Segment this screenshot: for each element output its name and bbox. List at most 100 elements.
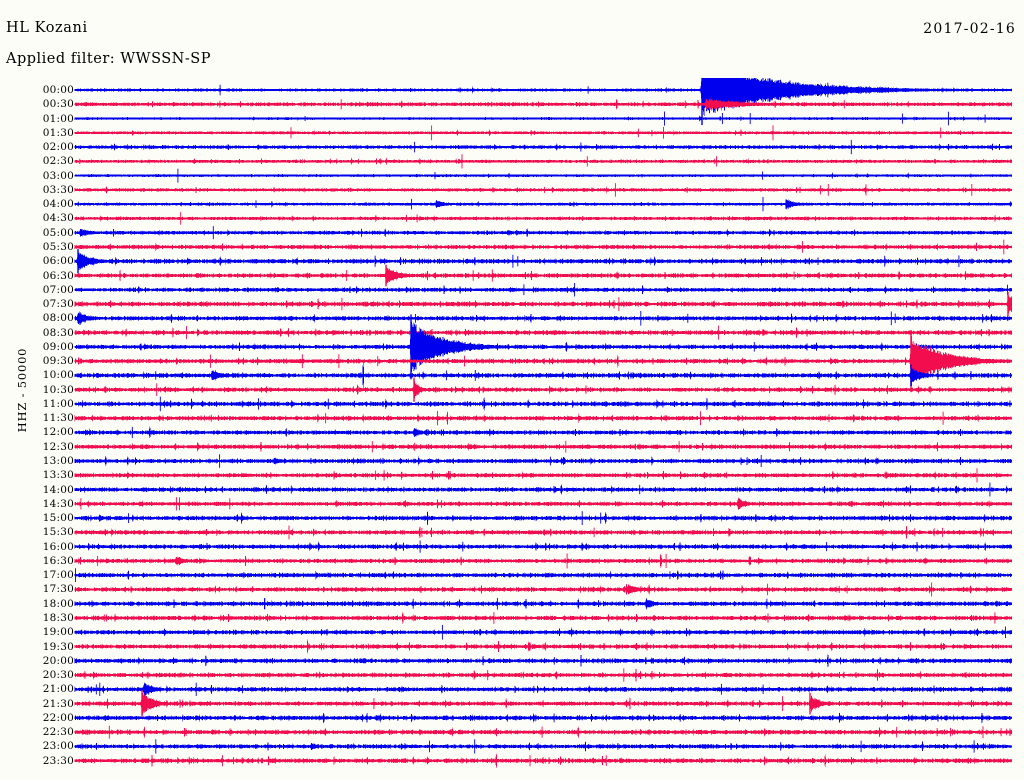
time-label-2230: 22:30	[42, 726, 74, 739]
time-label-0530: 05:30	[42, 240, 74, 253]
time-label-0300: 03:00	[42, 169, 74, 182]
time-label-1200: 12:00	[42, 426, 74, 439]
time-label-1700: 17:00	[42, 569, 74, 582]
trace-row-1230	[74, 441, 1012, 452]
time-label-2330: 23:30	[42, 754, 74, 767]
trace-row-0700	[74, 285, 1012, 295]
trace-row-1400	[74, 483, 1012, 496]
time-label-1500: 15:00	[42, 512, 74, 525]
record-date: 2017-02-16	[923, 21, 1016, 37]
time-label-0430: 04:30	[42, 212, 74, 225]
time-label-1130: 11:30	[42, 412, 74, 425]
trace-row-0500	[74, 228, 1012, 237]
trace-row-1430	[74, 497, 1012, 511]
trace-row-0000	[74, 78, 1012, 116]
time-label-0230: 02:30	[42, 155, 74, 168]
trace-row-0600	[74, 251, 1012, 271]
time-label-2030: 20:30	[42, 669, 74, 682]
trace-row-0730	[74, 294, 1012, 314]
time-label-2200: 22:00	[42, 711, 74, 724]
time-label-2300: 23:00	[42, 740, 74, 753]
trace-row-1900	[74, 627, 1012, 637]
trace-row-2330	[74, 753, 1012, 769]
trace-row-1730	[74, 584, 1012, 595]
trace-row-0330	[74, 186, 1012, 194]
trace-row-0230	[74, 157, 1012, 166]
time-label-0100: 01:00	[42, 112, 74, 125]
time-label-1530: 15:30	[42, 526, 74, 539]
time-label-1430: 14:30	[42, 497, 74, 510]
trace-row-0930	[74, 336, 1012, 387]
trace-row-0800	[74, 311, 1012, 326]
trace-row-2030	[74, 668, 1012, 682]
time-label-0200: 02:00	[42, 141, 74, 154]
time-label-0700: 07:00	[42, 283, 74, 296]
trace-row-1530	[74, 526, 1012, 539]
time-label-1030: 10:30	[42, 383, 74, 396]
time-label-0330: 03:30	[42, 183, 74, 196]
time-label-1600: 16:00	[42, 540, 74, 553]
time-label-0400: 04:00	[42, 198, 74, 211]
time-label-0730: 07:30	[42, 298, 74, 311]
time-label-0630: 06:30	[42, 269, 74, 282]
time-label-0130: 01:30	[42, 126, 74, 139]
time-label-1830: 18:30	[42, 611, 74, 624]
time-label-0600: 06:00	[42, 255, 74, 268]
time-label-1630: 16:30	[42, 554, 74, 567]
time-label-1800: 18:00	[42, 597, 74, 610]
trace-row-1100	[74, 397, 1012, 411]
seismogram-traces	[74, 78, 1012, 769]
trace-row-0530	[74, 242, 1012, 252]
trace-row-0400	[74, 198, 1012, 210]
time-label-0000: 00:00	[42, 84, 74, 96]
trace-row-0030	[74, 98, 1012, 111]
trace-row-2100	[74, 682, 1012, 697]
trace-row-1830	[74, 611, 1012, 625]
trace-row-0130	[74, 129, 1012, 137]
time-label-1230: 12:30	[42, 440, 74, 453]
trace-row-2200	[74, 712, 1012, 724]
trace-row-1200	[74, 426, 1012, 439]
trace-row-1300	[74, 455, 1012, 467]
trace-row-0300	[74, 172, 1012, 180]
trace-row-1130	[74, 411, 1012, 425]
time-label-0500: 05:00	[42, 226, 74, 239]
time-label-2100: 21:00	[42, 683, 74, 696]
trace-row-1700	[74, 570, 1012, 581]
trace-row-1030	[74, 380, 1012, 399]
time-label-2130: 21:30	[42, 697, 74, 710]
trace-row-0100	[74, 115, 1012, 122]
trace-row-1330	[74, 470, 1012, 481]
time-label-0930: 09:30	[42, 355, 74, 368]
trace-row-2130	[74, 692, 1012, 715]
trace-row-0630	[74, 266, 1012, 285]
trace-row-2300	[74, 741, 1012, 752]
trace-row-0900	[74, 321, 1012, 372]
time-label-0830: 08:30	[42, 326, 74, 339]
trace-row-1800	[74, 597, 1012, 610]
time-label-1300: 13:00	[42, 455, 74, 468]
time-label-1000: 10:00	[42, 369, 74, 382]
time-label-0800: 08:00	[42, 312, 74, 325]
time-label-1400: 14:00	[42, 483, 74, 496]
trace-row-2230	[74, 726, 1012, 738]
time-label-1900: 19:00	[42, 626, 74, 639]
trace-row-1630	[74, 553, 1012, 568]
trace-panel: 00:00 00:30 01:00 01:30 02:00 02:30 03:00 03:30…	[0, 78, 1024, 778]
time-label-0900: 09:00	[42, 340, 74, 353]
time-label-0030: 00:30	[42, 98, 74, 111]
time-label-2000: 20:00	[42, 654, 74, 667]
trace-row-1500	[74, 511, 1012, 525]
trace-row-1600	[74, 541, 1012, 552]
time-label-1730: 17:30	[42, 583, 74, 596]
time-label-1930: 19:30	[42, 640, 74, 653]
trace-row-1000	[74, 362, 1012, 389]
time-label-1330: 13:30	[42, 469, 74, 482]
station-title: HL Kozani	[6, 20, 88, 36]
trace-row-0430	[74, 214, 1012, 223]
trace-row-1930	[74, 639, 1012, 654]
trace-row-0200	[74, 143, 1012, 152]
applied-filter-label: Applied filter: WWSSN-SP	[6, 51, 211, 67]
trace-row-2000	[74, 654, 1012, 667]
time-label-1100: 11:00	[42, 397, 74, 410]
